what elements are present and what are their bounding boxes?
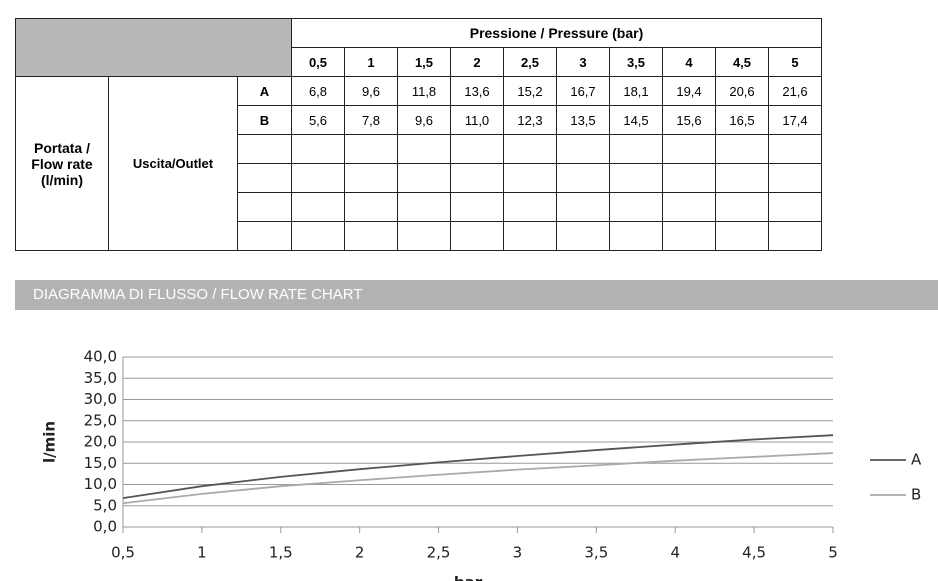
value-cell: [556, 163, 610, 193]
value-cell: [397, 192, 451, 222]
table-row: Portata / Flow rate (l/min) Uscita/Outlet A 6…: [15, 76, 822, 251]
x-tick-label: 3,5: [584, 544, 608, 562]
x-tick-label: 1: [197, 544, 207, 562]
value-cell: [768, 134, 822, 164]
value-cell: [291, 221, 345, 251]
series-line: [122, 452, 834, 505]
value-cell: [662, 163, 716, 193]
pressure-cell: 3: [556, 47, 610, 77]
value-cell: 12,3: [503, 105, 557, 135]
flow-table: Pressione / Pressure (bar) 0,5 1 1,5 2 2,5 3 3,…: [15, 18, 822, 251]
x-axis-label: bar: [454, 574, 483, 581]
pressure-cell: 4,5: [715, 47, 769, 77]
table-row: [16, 163, 822, 193]
value-cell: [450, 134, 504, 164]
x-tick-label: 2: [355, 544, 365, 562]
value-cell: 15,6: [662, 105, 716, 135]
value-cell: [450, 221, 504, 251]
value-cell: 16,5: [715, 105, 769, 135]
value-cell: [609, 221, 663, 251]
y-tick-label: 25,0: [84, 411, 117, 429]
value-cell: [715, 221, 769, 251]
value-cell: [768, 192, 822, 222]
legend-label: B: [911, 486, 921, 504]
value-cell: 15,2: [503, 76, 557, 106]
y-tick-label: 5,0: [93, 496, 117, 514]
y-tick-label: 15,0: [84, 454, 117, 472]
value-cell: [662, 192, 716, 222]
flow-rate-label: Portata / Flow rate (l/min): [15, 76, 109, 251]
table-row: [16, 192, 822, 222]
corner-cell: [15, 18, 292, 77]
series-line: [122, 434, 834, 499]
x-tick-label: 1,5: [269, 544, 293, 562]
x-tick-label: 0,5: [111, 544, 135, 562]
x-tick-label: 4,5: [742, 544, 766, 562]
value-cell: 11,0: [450, 105, 504, 135]
label-line: Portata /: [33, 139, 90, 156]
pressure-cell: 2,5: [503, 47, 557, 77]
table-row: Pressione / Pressure (bar): [15, 18, 822, 77]
table-row: [16, 221, 822, 251]
y-tick-label: 20,0: [84, 433, 117, 451]
section-title: DIAGRAMMA DI FLUSSO / FLOW RATE CHART: [15, 280, 938, 310]
value-cell: [291, 134, 345, 164]
value-cell: [768, 221, 822, 251]
value-cell: 17,4: [768, 105, 822, 135]
y-tick-label: 30,0: [84, 390, 117, 408]
value-cell: 16,7: [556, 76, 610, 106]
label-line: (l/min): [41, 171, 83, 188]
value-cell: 9,6: [397, 105, 451, 135]
legend-label: A: [911, 451, 922, 469]
x-tick-label: 5: [828, 544, 838, 562]
y-tick-label: 10,0: [84, 475, 117, 493]
value-cell: 14,5: [609, 105, 663, 135]
table-row: B 5,6 7,8 9,6 11,0 12,3 13,5 14,5 15,6 16,5 17,4: [16, 105, 822, 135]
value-cell: [344, 221, 398, 251]
y-tick-label: 0,0: [93, 518, 117, 536]
value-cell: 21,6: [768, 76, 822, 106]
x-tick-label: 2,5: [427, 544, 451, 562]
value-cell: [503, 221, 557, 251]
value-cell: 5,6: [291, 105, 345, 135]
outlet-label: Uscita/Outlet: [108, 76, 238, 251]
x-tick-label: 3: [513, 544, 523, 562]
value-cell: 20,6: [715, 76, 769, 106]
value-cell: [503, 134, 557, 164]
pressure-header: Pressione / Pressure (bar): [291, 18, 822, 48]
label-line: Flow rate: [31, 155, 93, 172]
row-name: [237, 134, 292, 164]
y-tick-label: 40,0: [84, 348, 117, 366]
value-cell: [397, 221, 451, 251]
value-cell: 11,8: [397, 76, 451, 106]
y-tick-label: 35,0: [84, 369, 117, 387]
value-cell: 13,6: [450, 76, 504, 106]
pressure-cell: 5: [768, 47, 822, 77]
table-row: 0,5 1 1,5 2 2,5 3 3,5 4 4,5 5: [16, 47, 822, 77]
value-cell: [291, 163, 345, 193]
x-tick-label: 4: [670, 544, 680, 562]
value-cell: [556, 134, 610, 164]
y-axis-label: l/min: [41, 421, 59, 463]
value-cell: [503, 192, 557, 222]
